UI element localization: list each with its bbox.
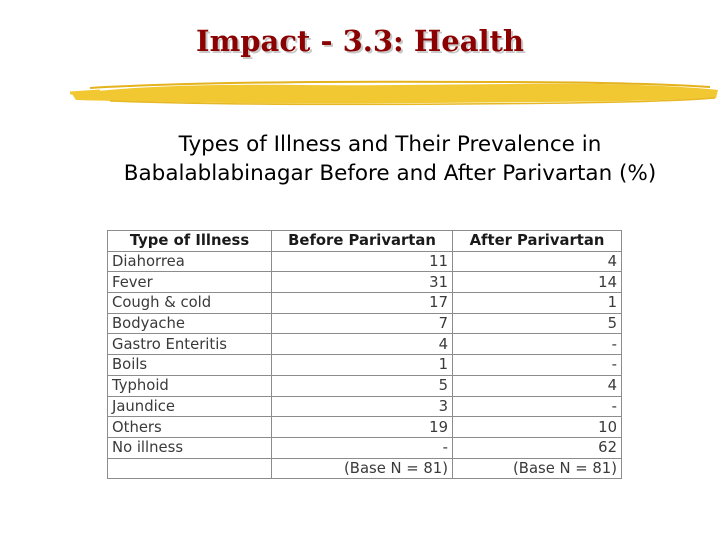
illness-cell: Fever xyxy=(107,271,272,294)
illness-cell: Typhoid xyxy=(107,374,272,397)
before-cell: 1 xyxy=(271,354,453,376)
illness-cell: Bodyache xyxy=(107,312,272,335)
table-row: No illness - 62 xyxy=(107,436,622,459)
illness-cell: No illness xyxy=(107,436,272,459)
after-cell: 10 xyxy=(452,416,622,438)
after-cell: - xyxy=(452,333,622,356)
base-n-before: (Base N = 81) xyxy=(271,457,453,480)
table-row: Jaundice 3 - xyxy=(107,395,622,418)
table-row: Boils 1 - xyxy=(107,354,622,376)
before-cell: 5 xyxy=(271,374,453,397)
header-after-parivartan: After Parivartan xyxy=(452,230,622,252)
illness-cell: Diahorrea xyxy=(107,250,272,273)
after-cell: - xyxy=(452,395,622,418)
illness-cell: Jaundice xyxy=(107,395,272,418)
table-row: Bodyache 7 5 xyxy=(107,312,622,335)
after-cell: - xyxy=(452,354,622,376)
table-row: Gastro Enteritis 4 - xyxy=(107,333,622,356)
before-cell: 31 xyxy=(271,271,453,294)
header-before-parivartan: Before Parivartan xyxy=(271,230,453,252)
subtitle-line-1: Types of Illness and Their Prevalence in xyxy=(178,132,602,157)
before-cell: 7 xyxy=(271,312,453,335)
before-cell: 4 xyxy=(271,333,453,356)
table-row: Others 19 10 xyxy=(107,416,622,438)
before-cell: 3 xyxy=(271,395,453,418)
illness-cell: Gastro Enteritis xyxy=(107,333,272,356)
illness-prevalence-table: Type of Illness Before Parivartan After … xyxy=(107,230,622,480)
after-cell: 4 xyxy=(452,250,622,273)
subtitle-line-2: Babalablabinagar Before and After Pariva… xyxy=(123,161,657,186)
table-row: Cough & cold 17 1 xyxy=(107,292,622,314)
slide-subtitle: Types of Illness and Their Prevalence in… xyxy=(0,130,720,188)
base-n-after: (Base N = 81) xyxy=(452,457,622,480)
after-cell: 5 xyxy=(452,312,622,335)
table-header-row: Type of Illness Before Parivartan After … xyxy=(107,230,622,252)
table-row: Fever 31 14 xyxy=(107,271,622,294)
header-type-of-illness: Type of Illness xyxy=(107,230,272,252)
before-cell: 17 xyxy=(271,292,453,314)
after-cell: 4 xyxy=(452,374,622,397)
table-row: Diahorrea 11 4 xyxy=(107,250,622,273)
before-cell: - xyxy=(271,436,453,459)
footer-empty-cell xyxy=(107,457,272,480)
after-cell: 1 xyxy=(452,292,622,314)
after-cell: 14 xyxy=(452,271,622,294)
illness-cell: Cough & cold xyxy=(107,292,272,314)
table-row: Typhoid 5 4 xyxy=(107,374,622,397)
before-cell: 19 xyxy=(271,416,453,438)
slide-title: Impact - 3.3: Health xyxy=(196,24,524,58)
illness-cell: Others xyxy=(107,416,272,438)
after-cell: 62 xyxy=(452,436,622,459)
table-footer-row: (Base N = 81) (Base N = 81) xyxy=(107,457,622,480)
illness-cell: Boils xyxy=(107,354,272,376)
before-cell: 11 xyxy=(271,250,453,273)
brush-stroke-divider xyxy=(70,80,718,106)
